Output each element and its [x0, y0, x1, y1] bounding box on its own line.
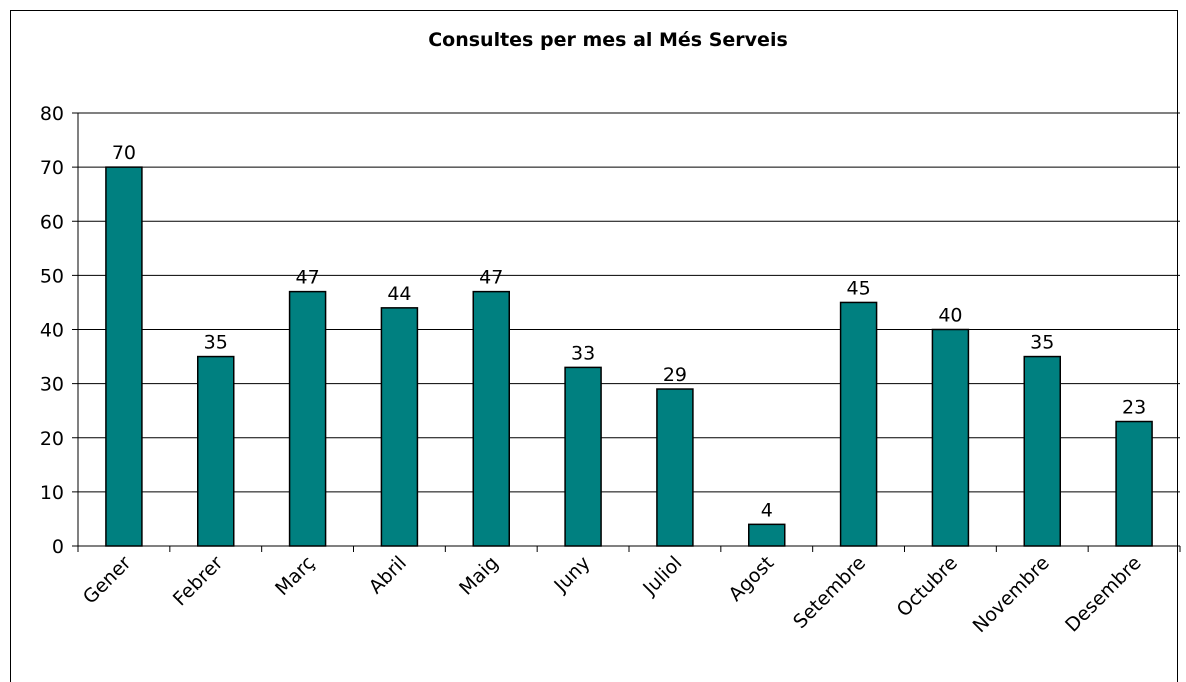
y-tick-label: 10 [40, 482, 64, 504]
data-label: 44 [387, 283, 411, 305]
data-label: 33 [571, 342, 595, 364]
data-label: 47 [479, 267, 503, 289]
data-label: 35 [204, 332, 228, 354]
data-label: 4 [761, 499, 773, 521]
bar [564, 366, 602, 547]
data-label: 70 [112, 142, 136, 164]
bar [931, 328, 970, 547]
data-label: 29 [663, 364, 687, 386]
y-tick-label: 0 [52, 536, 64, 558]
data-label: 45 [846, 277, 870, 299]
data-label: 40 [938, 305, 962, 327]
data-label: 35 [1030, 332, 1054, 354]
y-tick-label: 70 [40, 157, 64, 179]
chart-title: Consultes per mes al Més Serveis [428, 29, 788, 51]
y-tick-label: 80 [40, 103, 64, 125]
chart-border [10, 10, 1178, 682]
bar [380, 307, 419, 547]
bar [472, 290, 510, 547]
bar [656, 388, 694, 547]
bar [197, 355, 235, 547]
y-tick-label: 20 [40, 428, 64, 450]
bar [1115, 420, 1153, 547]
bar [105, 166, 143, 547]
bar [288, 290, 327, 547]
bar [839, 301, 878, 547]
y-tick-label: 30 [40, 374, 64, 396]
y-tick-label: 50 [40, 265, 64, 287]
y-tick-label: 40 [40, 320, 64, 342]
bar [1023, 355, 1061, 547]
data-label: 47 [295, 267, 319, 289]
y-tick-label: 60 [40, 211, 64, 233]
data-label: 23 [1122, 397, 1146, 419]
bar [748, 523, 786, 547]
